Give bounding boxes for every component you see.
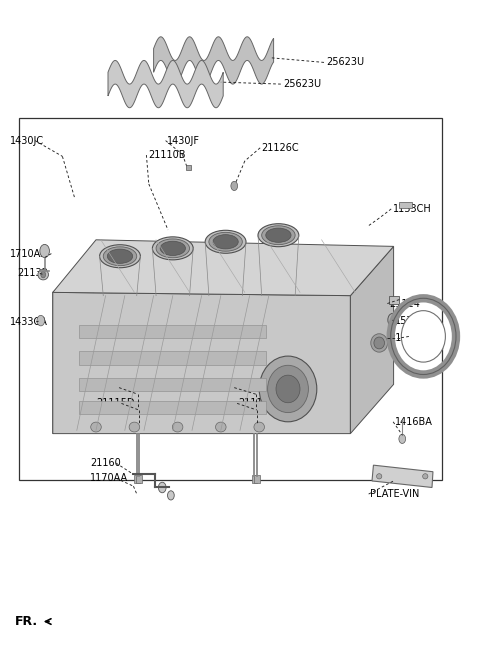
Text: 21114: 21114 (238, 398, 269, 409)
Text: 1170AA: 1170AA (90, 473, 128, 484)
Circle shape (41, 271, 46, 278)
Text: 21160: 21160 (90, 458, 121, 468)
Text: 21115E: 21115E (94, 382, 131, 393)
Text: 1430JF: 1430JF (167, 135, 200, 146)
Ellipse shape (205, 231, 246, 254)
Ellipse shape (258, 223, 299, 247)
Bar (399, 202, 412, 208)
Text: 1153CH: 1153CH (393, 204, 432, 214)
Ellipse shape (374, 337, 384, 349)
Text: 22124B: 22124B (235, 382, 273, 393)
Ellipse shape (213, 235, 238, 249)
Text: 25623U: 25623U (283, 79, 321, 89)
Ellipse shape (100, 245, 140, 268)
Ellipse shape (129, 422, 140, 432)
Circle shape (37, 315, 45, 326)
Text: 1710AA: 1710AA (10, 248, 48, 259)
Ellipse shape (376, 474, 382, 479)
Bar (186, 165, 191, 170)
Ellipse shape (108, 249, 132, 263)
Polygon shape (108, 60, 223, 108)
Ellipse shape (152, 237, 193, 260)
Bar (19, 118, 442, 480)
Ellipse shape (254, 422, 264, 432)
Polygon shape (154, 37, 274, 84)
Text: 21124: 21124 (389, 298, 420, 309)
Text: 1430JC: 1430JC (10, 135, 44, 146)
Ellipse shape (262, 226, 295, 244)
Bar (136, 475, 142, 483)
Text: 1573JL: 1573JL (395, 315, 428, 326)
Text: FR.: FR. (14, 615, 37, 628)
Text: 1433CA: 1433CA (10, 317, 48, 327)
Circle shape (158, 482, 166, 493)
Polygon shape (350, 246, 394, 434)
Bar (134, 475, 140, 483)
Text: 1416BA: 1416BA (395, 417, 432, 427)
Text: 21110B: 21110B (148, 150, 185, 160)
Ellipse shape (259, 356, 317, 422)
Ellipse shape (156, 239, 190, 258)
Ellipse shape (172, 422, 183, 432)
Text: 21443: 21443 (389, 332, 420, 343)
Circle shape (388, 313, 397, 327)
Ellipse shape (216, 422, 226, 432)
Circle shape (231, 181, 238, 191)
Polygon shape (53, 240, 394, 296)
FancyBboxPatch shape (79, 401, 266, 414)
Text: 21133: 21133 (17, 268, 48, 279)
Polygon shape (53, 292, 350, 434)
Text: 21126C: 21126C (262, 143, 299, 153)
Text: 21115D: 21115D (96, 398, 134, 409)
FancyBboxPatch shape (79, 325, 266, 338)
FancyBboxPatch shape (79, 351, 266, 365)
Ellipse shape (268, 365, 308, 413)
Circle shape (40, 244, 49, 258)
Ellipse shape (401, 311, 445, 362)
Ellipse shape (160, 241, 185, 256)
Text: 25623U: 25623U (326, 57, 364, 68)
Bar (254, 475, 260, 483)
Polygon shape (53, 256, 94, 434)
Circle shape (399, 434, 406, 443)
Ellipse shape (91, 422, 101, 432)
Ellipse shape (266, 228, 291, 242)
Text: PLATE-VIN: PLATE-VIN (370, 489, 419, 499)
Ellipse shape (423, 474, 428, 479)
Bar (389, 296, 399, 304)
Ellipse shape (209, 233, 242, 251)
FancyBboxPatch shape (79, 378, 266, 391)
Bar (252, 475, 257, 483)
Ellipse shape (38, 269, 48, 280)
Polygon shape (372, 465, 433, 487)
Ellipse shape (276, 375, 300, 403)
Ellipse shape (103, 247, 137, 265)
Ellipse shape (371, 334, 388, 352)
Circle shape (168, 491, 174, 500)
